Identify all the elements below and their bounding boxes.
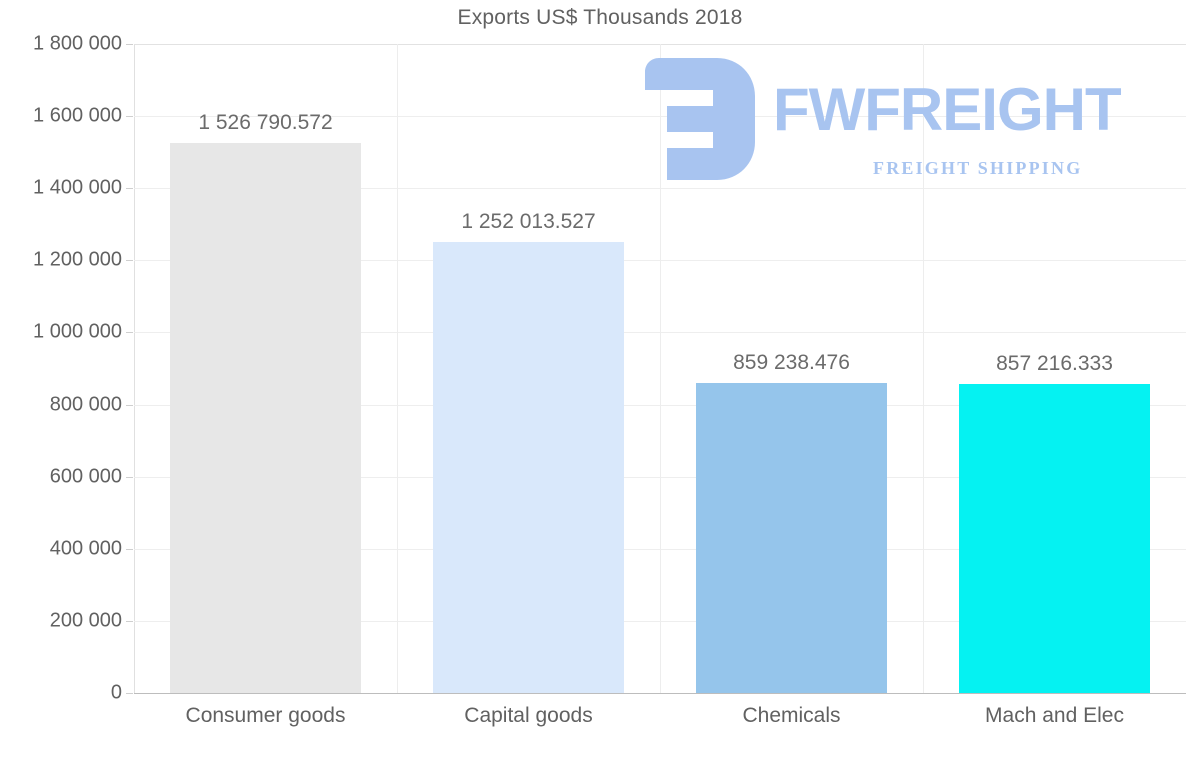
x-axis-tick-label: Capital goods [464,704,593,727]
y-axis-tick-mark [126,44,133,45]
y-axis-tick-mark [126,332,133,334]
y-axis-tick-label: 600 000 [49,465,122,488]
y-axis-tick-mark [126,620,133,622]
y-axis-line [134,44,135,694]
y-axis-tick-label: 1 600 000 [33,104,122,127]
y-axis-tick-mark [126,548,133,550]
y-axis-tick-mark [126,260,133,262]
y-axis-tick-label: 400 000 [49,537,122,560]
bar-value-label: 1 526 790.572 [198,110,333,134]
y-axis-tick-label: 1 400 000 [33,176,122,199]
bar[interactable] [959,383,1150,693]
y-axis-tick-label: 200 000 [49,609,122,632]
y-axis-tick-label: 1 200 000 [33,248,122,271]
x-axis-tick-label: Consumer goods [185,704,346,727]
bar[interactable] [696,383,887,693]
bar-value-label: 1 252 013.527 [461,209,596,233]
y-axis-tick-label: 800 000 [49,393,122,416]
bar-value-label: 859 238.476 [733,351,850,375]
gridline-vertical [660,44,661,693]
x-axis-tick-label: Chemicals [742,704,841,727]
y-axis-tick-mark [126,116,133,118]
x-axis-tick-label: Mach and Elec [985,704,1124,727]
y-axis-tick-mark [126,693,133,694]
bar[interactable] [433,241,624,693]
x-axis-line [134,693,1186,694]
bar-value-label: 857 216.333 [996,351,1113,375]
plot-area: 1 526 790.572 1 252 013.527 859 238.476 857… [134,44,1186,693]
y-axis-tick-label: 0 [110,681,122,704]
y-axis-tick-label: 1 800 000 [33,32,122,55]
y-axis-tick-mark [126,404,133,406]
chart-title: Exports US$ Thousands 2018 [457,6,743,29]
y-axis-tick-mark [126,188,133,190]
gridline-vertical [397,44,398,693]
bar[interactable] [170,142,361,693]
y-axis-tick-mark [126,476,133,478]
gridline-vertical [923,44,924,693]
y-axis-tick-label: 1 000 000 [33,320,122,343]
